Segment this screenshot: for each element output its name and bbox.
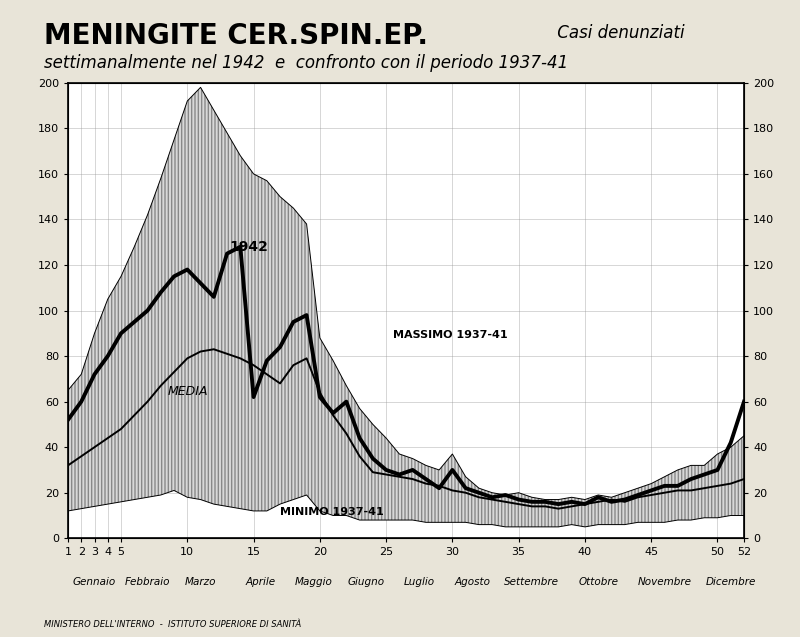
Text: Febbraio: Febbraio: [125, 577, 170, 587]
Text: Gennaio: Gennaio: [73, 577, 116, 587]
Text: Aprile: Aprile: [245, 577, 275, 587]
Text: Dicembre: Dicembre: [706, 577, 756, 587]
Text: Marzo: Marzo: [185, 577, 216, 587]
Text: Ottobre: Ottobre: [578, 577, 618, 587]
Text: settimanalmente nel 1942  e  confronto con il periodo 1937-41: settimanalmente nel 1942 e confronto con…: [44, 54, 568, 71]
Text: Agosto: Agosto: [454, 577, 490, 587]
Text: MENINGITE CER.SPIN.EP.: MENINGITE CER.SPIN.EP.: [44, 22, 428, 50]
Text: MINIMO 1937-41: MINIMO 1937-41: [280, 508, 384, 517]
Text: MEDIA: MEDIA: [167, 385, 208, 397]
Text: Luglio: Luglio: [404, 577, 435, 587]
Text: MINISTERO DELL'INTERNO  -  ISTITUTO SUPERIORE DI SANITÀ: MINISTERO DELL'INTERNO - ISTITUTO SUPERI…: [44, 620, 302, 629]
Text: 1942: 1942: [230, 240, 269, 254]
Text: Settembre: Settembre: [505, 577, 559, 587]
Text: MASSIMO 1937-41: MASSIMO 1937-41: [393, 330, 507, 340]
Text: Maggio: Maggio: [294, 577, 332, 587]
Text: Novembre: Novembre: [638, 577, 691, 587]
Text: Casi denunziati: Casi denunziati: [552, 24, 685, 41]
Text: Giugno: Giugno: [348, 577, 385, 587]
